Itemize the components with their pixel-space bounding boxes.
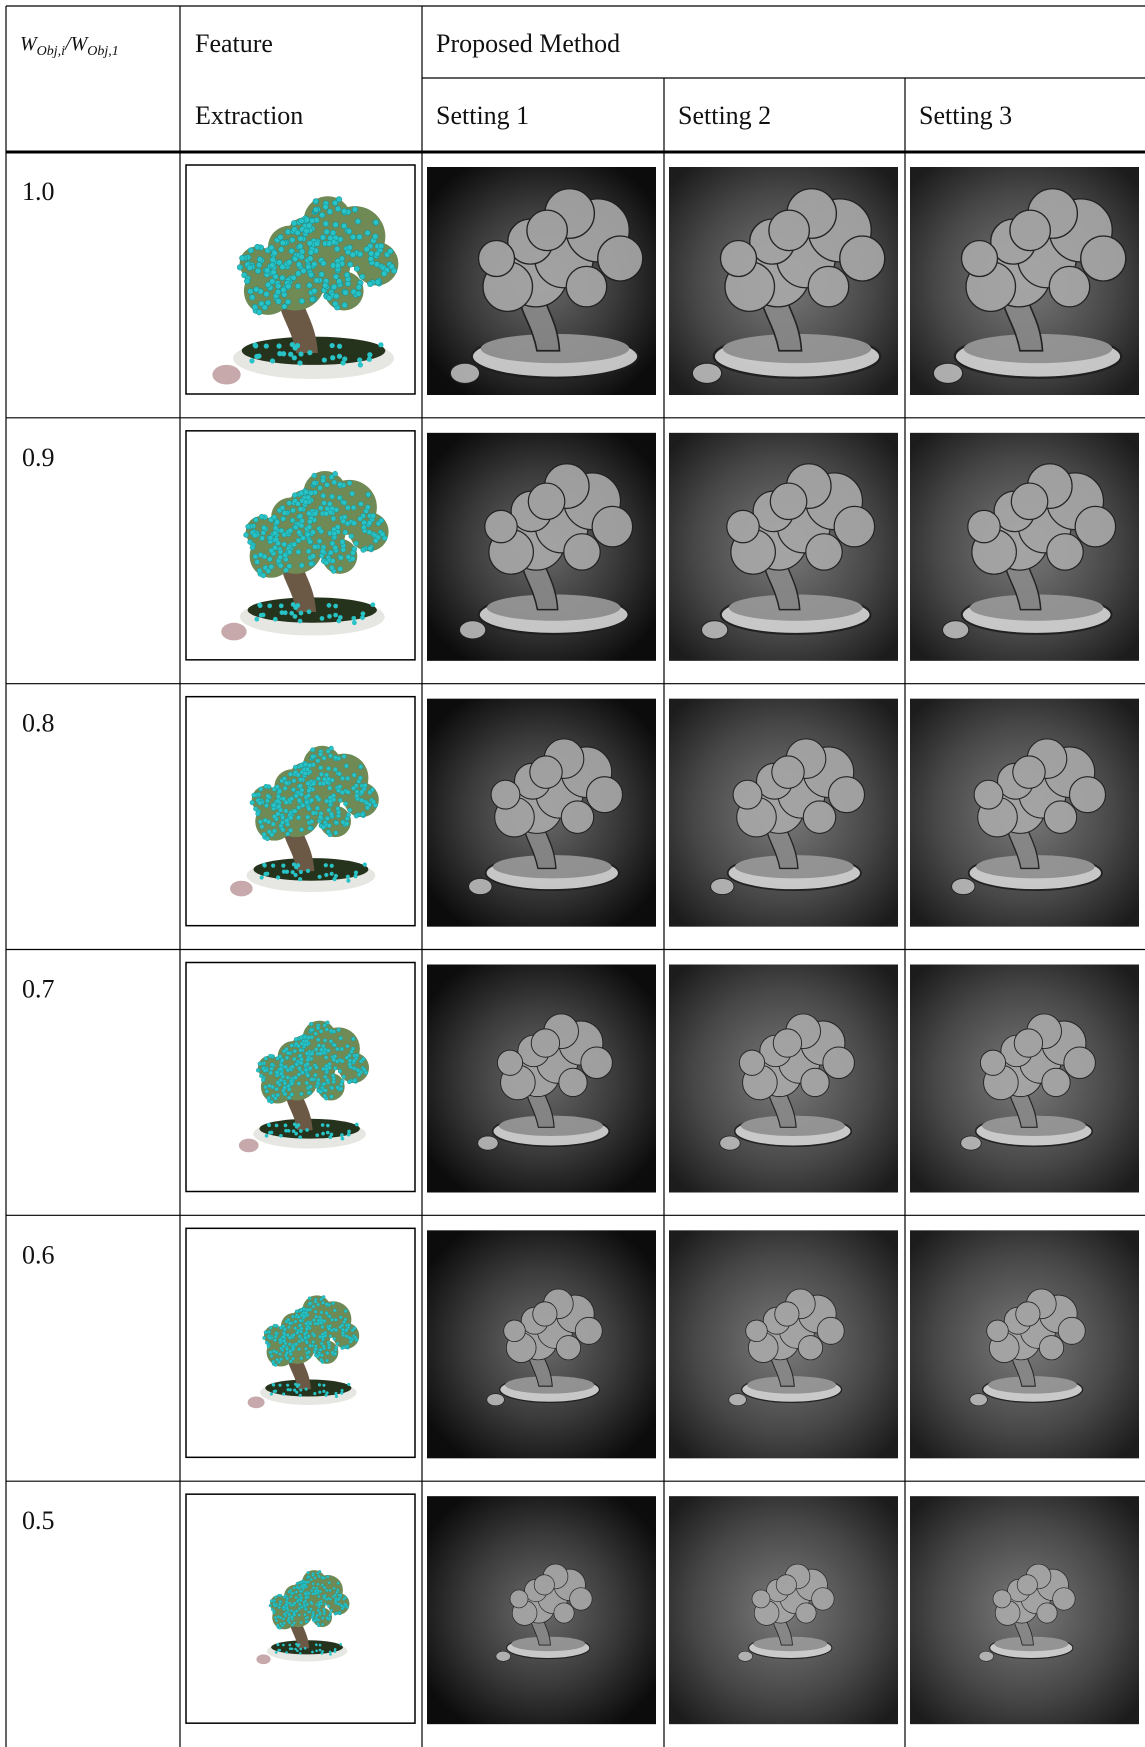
row-label: 1.0 (22, 177, 55, 206)
ratio-part: /W (64, 33, 90, 55)
proposed-header: Proposed Method (436, 29, 620, 58)
feature-header: Feature (195, 29, 273, 58)
setting-header: Setting 2 (678, 101, 771, 130)
feature-header: Extraction (195, 101, 303, 130)
row-label: 0.7 (22, 975, 55, 1004)
row-label: 0.9 (22, 443, 55, 472)
ratio-part: Obj,1 (87, 44, 119, 59)
ratio-header: WObj,i/WObj,1 (20, 33, 119, 59)
row-label: 0.5 (22, 1506, 55, 1535)
ratio-part: Obj,i (37, 44, 66, 59)
ratio-part: W (20, 33, 39, 55)
setting-header: Setting 1 (436, 101, 529, 130)
row-label: 0.8 (22, 709, 55, 738)
setting-header: Setting 3 (919, 101, 1012, 130)
row-label: 0.6 (22, 1240, 55, 1269)
